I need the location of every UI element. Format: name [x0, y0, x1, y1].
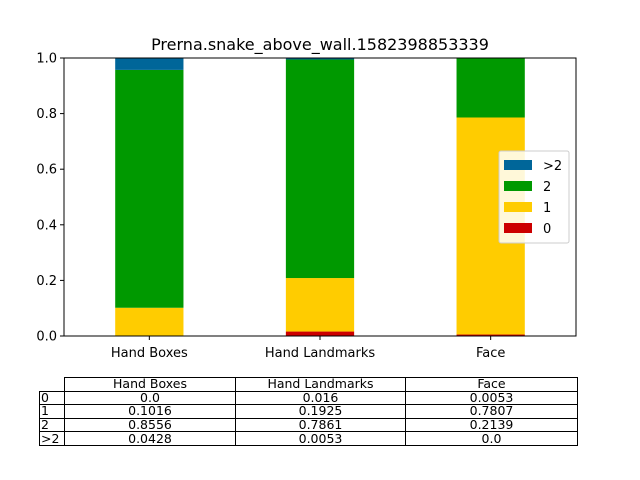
y-tick-label: 0.4: [36, 218, 57, 233]
table-col-header: Hand Boxes: [64, 377, 236, 392]
table-row: 0 0.0 0.016 0.0053: [39, 390, 578, 406]
legend-swatch: [504, 181, 532, 191]
x-tick-label: Hand Boxes: [111, 346, 188, 361]
legend-box: [498, 150, 570, 244]
legend: >2 2 1 0: [498, 150, 570, 244]
legend-label: 0: [543, 222, 551, 237]
bar-segment: [115, 69, 184, 308]
table-row-label: 0: [39, 390, 65, 406]
table-row: 1 0.1016 0.1925 0.7807: [39, 404, 578, 419]
table-cell: 0.0428: [64, 431, 236, 446]
bar-segment: [285, 331, 355, 336]
y-tick-label: 0.8: [36, 107, 57, 122]
bars-group: [115, 58, 525, 336]
table-cell: 0.1016: [64, 404, 236, 419]
table-row-label: >2: [39, 431, 65, 446]
stacked-bar-chart: Prerna.snake_above_wall.1582398853339 0.…: [36, 35, 577, 361]
y-tick-label: 1.0: [36, 52, 57, 67]
table-row-label: 2: [39, 417, 65, 433]
table-header-row: Hand Boxes Hand Landmarks Face: [40, 377, 578, 392]
bar-segment: [285, 278, 355, 332]
table-cell: 0.7861: [235, 417, 406, 433]
bar-segment: [115, 307, 184, 336]
x-tick-label: Hand Landmarks: [265, 346, 376, 361]
table-row: >2 0.0428 0.0053 0.0: [39, 431, 578, 446]
table-cell: 0.0053: [235, 431, 406, 446]
legend-swatch: [504, 202, 532, 212]
bar-segment: [285, 59, 355, 279]
bar-segment: [456, 334, 525, 336]
table-cell: 0.0: [64, 390, 236, 406]
table-cell: 0.0053: [405, 390, 578, 406]
table-cell: 0.1925: [235, 404, 406, 419]
bar-segment: [456, 58, 525, 118]
legend-swatch: [504, 160, 532, 170]
table-cell: 0.7807: [405, 404, 578, 419]
y-axis: 0.0 0.2 0.4 0.6 0.8 1.0: [36, 52, 64, 345]
table-cell: 0.016: [235, 390, 406, 406]
bar-segment: [285, 58, 355, 60]
table-col-header: Face: [405, 377, 578, 392]
legend-label: 2: [543, 180, 551, 195]
table-row-label: 1: [39, 404, 65, 419]
y-tick-label: 0.2: [36, 274, 57, 289]
legend-label: 1: [543, 201, 551, 216]
legend-label: >2: [543, 159, 562, 174]
table-cell: 0.0: [405, 431, 578, 446]
table-row: 2 0.8556 0.7861 0.2139: [39, 417, 578, 433]
y-tick-label: 0.6: [36, 163, 57, 178]
y-tick-label: 0.0: [36, 330, 57, 345]
data-table: Hand Boxes Hand Landmarks Face 0 0.0 0.0…: [39, 377, 578, 446]
x-axis: Hand Boxes Hand Landmarks Face: [111, 336, 505, 361]
bar-segment: [115, 58, 184, 70]
table-corner: [40, 378, 65, 392]
table-cell: 0.2139: [405, 417, 578, 433]
table-cell: 0.8556: [64, 417, 236, 433]
x-tick-label: Face: [476, 346, 505, 361]
table-col-header: Hand Landmarks: [235, 377, 406, 392]
chart-title: Prerna.snake_above_wall.1582398853339: [151, 35, 489, 55]
legend-swatch: [504, 223, 532, 233]
